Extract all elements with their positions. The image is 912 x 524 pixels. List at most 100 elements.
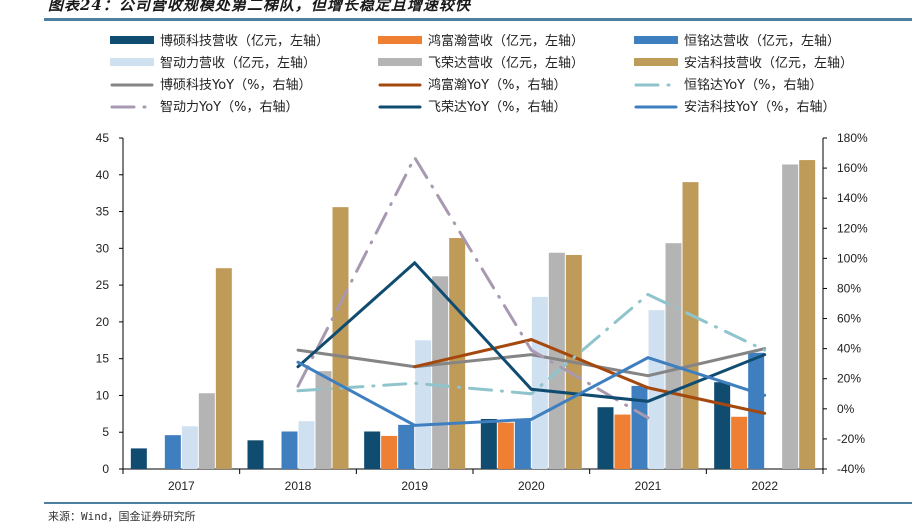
legend-swatch: [110, 35, 154, 44]
bar: [665, 243, 682, 469]
bar: [631, 385, 648, 469]
legend-item: 恒铭达营收（亿元，左轴）: [634, 30, 840, 49]
legend-item: 博硕科技营收（亿元，左轴）: [110, 30, 329, 49]
legend-swatch: [634, 57, 678, 66]
bar: [514, 418, 531, 469]
legend-swatch: [378, 35, 422, 44]
bar: [432, 276, 449, 469]
legend-item: 恒铭达YoY（%，右轴）: [634, 74, 822, 93]
bar: [398, 424, 415, 469]
legend-label: 鸿富瀚营收（亿元，左轴）: [428, 34, 585, 49]
legend-item: 鸿富瀚营收（亿元，左轴）: [378, 30, 584, 49]
title-divider: [44, 18, 912, 21]
yoy-line: [413, 338, 767, 415]
legend-line-sample: [110, 101, 154, 111]
legend-label: 恒铭达YoY（%，右轴）: [684, 78, 823, 93]
legend-line-sample: [634, 101, 678, 111]
chart-title: 图表24：公司营收规模处第二梯队，但增长稳定且增速较快: [48, 0, 471, 14]
bar: [198, 393, 215, 469]
bar: [164, 435, 181, 469]
bar: [731, 416, 748, 469]
legend-item: 飞荣达营收（亿元，左轴）: [378, 52, 584, 71]
right-tick-label: 80%: [837, 281, 861, 295]
legend-item: 智动力YoY（%，右轴）: [110, 96, 298, 115]
right-tick-label: 0%: [837, 402, 855, 416]
yoy-line: [296, 356, 767, 427]
left-tick-label: 40: [96, 168, 110, 182]
left-tick-label: 45: [96, 131, 110, 145]
legend-label: 安洁科技营收（亿元，左轴）: [684, 56, 854, 71]
left-tick-label: 25: [96, 278, 110, 292]
bar: [497, 422, 514, 469]
right-tick-label: 40%: [837, 342, 861, 356]
bar: [381, 435, 398, 469]
legend-line-sample: [378, 101, 422, 111]
yoy-line: [296, 260, 767, 403]
legend-label: 飞荣达YoY（%，右轴）: [428, 100, 567, 115]
legend-item: 博硕科技YoY（%，右轴）: [110, 74, 311, 93]
bar: [682, 182, 699, 469]
right-tick-label: 100%: [837, 251, 868, 265]
yoy-line: [296, 154, 650, 420]
legend-label: 鸿富瀚YoY（%，右轴）: [428, 78, 567, 93]
bar: [281, 431, 298, 469]
x-tick-label: 2017: [168, 479, 195, 493]
legend-line-sample: [110, 79, 154, 89]
right-tick-label: 20%: [837, 372, 861, 386]
right-tick-label: -20%: [837, 432, 865, 446]
bar: [130, 448, 147, 469]
bar: [298, 421, 315, 469]
yoy-line: [296, 292, 767, 396]
legend-line-sample: [634, 79, 678, 89]
x-tick-label: 2018: [285, 479, 312, 493]
legend-label: 博硕科技营收（亿元，左轴）: [160, 34, 330, 49]
right-tick-label: 140%: [837, 191, 868, 205]
bar: [782, 164, 799, 470]
bar: [247, 440, 264, 469]
bar: [548, 252, 565, 469]
left-tick-label: 15: [96, 352, 110, 366]
bar: [415, 340, 432, 469]
right-tick-label: 160%: [837, 161, 868, 175]
right-tick-label: 180%: [837, 131, 868, 145]
left-tick-label: 20: [96, 315, 110, 329]
legend-item: 安洁科技YoY（%，右轴）: [634, 96, 835, 115]
bar: [597, 407, 614, 469]
bar: [449, 238, 466, 469]
bar: [531, 296, 548, 469]
bar: [799, 160, 816, 470]
legend-swatch: [110, 57, 154, 66]
right-tick-label: -40%: [837, 462, 865, 476]
bar: [614, 414, 631, 469]
x-tick-label: 2019: [401, 479, 428, 493]
legend-item: 飞荣达YoY（%，右轴）: [378, 96, 566, 115]
legend-label: 恒铭达营收（亿元，左轴）: [684, 34, 841, 49]
source-divider: [44, 502, 912, 504]
legend-swatch: [378, 57, 422, 66]
left-tick-label: 5: [102, 425, 109, 439]
legend-line-sample: [378, 79, 422, 89]
bar: [364, 431, 381, 469]
left-tick-label: 10: [96, 388, 110, 402]
left-tick-label: 35: [96, 205, 110, 219]
bar: [215, 268, 232, 469]
legend-label: 飞荣达营收（亿元，左轴）: [428, 56, 585, 71]
x-tick-label: 2022: [751, 479, 778, 493]
legend-label: 安洁科技YoY（%，右轴）: [684, 100, 836, 115]
x-tick-label: 2020: [518, 479, 545, 493]
bar: [714, 382, 731, 469]
left-tick-label: 0: [102, 462, 109, 476]
yoy-line: [296, 347, 767, 378]
bar: [181, 426, 198, 469]
x-tick-label: 2021: [635, 479, 662, 493]
right-tick-label: 60%: [837, 312, 861, 326]
legend-swatch: [634, 35, 678, 44]
bar: [480, 418, 497, 469]
legend-label: 博硕科技YoY（%，右轴）: [160, 78, 312, 93]
legend-item: 鸿富瀚YoY（%，右轴）: [378, 74, 566, 93]
right-tick-label: 120%: [837, 221, 868, 235]
legend-label: 智动力YoY（%，右轴）: [160, 100, 299, 115]
bar: [332, 207, 349, 470]
bar: [315, 371, 332, 469]
